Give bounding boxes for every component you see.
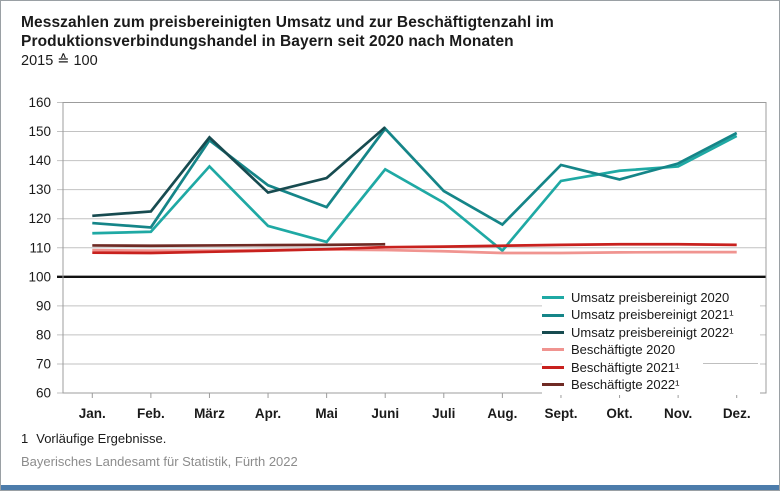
legend-item: Umsatz preisbereinigt 2021¹ (542, 306, 760, 323)
legend-swatch (542, 365, 564, 369)
y-tick-label: 60 (36, 386, 51, 401)
y-tick-label: 130 (28, 182, 51, 197)
legend-label: Beschäftigte 2020 (571, 342, 676, 358)
x-tick-label: Apr. (255, 406, 281, 421)
chart-title-line1: Messzahlen zum preisbereinigten Umsatz u… (21, 14, 554, 31)
x-tick-label: Okt. (606, 406, 632, 421)
chart-title-line2: Produktionsverbindungshandel in Bayern s… (21, 33, 514, 50)
x-tick-label: Dez. (723, 406, 751, 421)
y-tick-label: 110 (29, 240, 51, 255)
legend-swatch (542, 383, 564, 387)
y-tick-label: 120 (28, 211, 51, 226)
brand-bottom-bar (1, 485, 779, 490)
y-tick-label: 150 (28, 124, 51, 139)
legend-item: Beschäftigte 2022¹ (542, 376, 760, 393)
footnote-text: Vorläufige Ergebnisse. (36, 431, 167, 446)
x-axis-ticks (91, 393, 738, 398)
plot-border (62, 102, 767, 394)
y-tick-label: 80 (36, 327, 51, 342)
legend-item: Beschäftigte 2021¹ (542, 359, 760, 376)
series-line (92, 242, 737, 255)
y-tick-label: 100 (28, 269, 51, 284)
y-axis-labels: 60 70 80 90 100 110 120 130 140 150 160 (28, 95, 51, 401)
x-tick-label: Aug. (487, 406, 517, 421)
legend-label: Umsatz preisbereinigt 2021¹ (571, 307, 734, 323)
series-line (92, 242, 386, 248)
y-tick-label: 70 (36, 356, 51, 371)
series-line (92, 126, 738, 229)
y-tick-label: 160 (28, 95, 51, 110)
y-tick-label: 140 (28, 153, 51, 168)
series-lines (92, 126, 738, 255)
x-tick-label: Mai (315, 406, 338, 421)
y-tick-label: 90 (36, 298, 51, 313)
gridline-fragment (703, 363, 758, 364)
x-tick-label: Feb. (137, 406, 165, 421)
x-tick-label: März (194, 406, 225, 421)
title-block: Messzahlen zum preisbereinigten Umsatz u… (21, 13, 554, 71)
legend-label: Beschäftigte 2022¹ (571, 376, 680, 392)
x-tick-label: Sept. (544, 406, 577, 421)
legend-label: Umsatz preisbereinigt 2020 (571, 290, 730, 305)
series-line (92, 126, 387, 218)
x-tick-label: Jan. (79, 406, 106, 421)
chart-unit-note: 2015 ≙ 100 (21, 53, 98, 69)
footnote: 1 Vorläufige Ergebnisse. (21, 431, 166, 446)
legend: Umsatz preisbereinigt 2020 Umsatz preisbe… (542, 288, 760, 396)
legend-label: Umsatz preisbereinigt 2022¹ (571, 324, 734, 340)
source-line: Bayerisches Landesamt für Statistik, Für… (21, 454, 298, 469)
series-line (92, 134, 738, 253)
legend-swatch (542, 313, 564, 317)
footnote-marker: 1 (21, 431, 29, 446)
legend-swatch (542, 296, 564, 300)
x-tick-label: Juli (432, 406, 455, 421)
legend-swatch (542, 348, 564, 352)
legend-item: Umsatz preisbereinigt 2020 (542, 289, 760, 306)
legend-swatch (542, 330, 564, 334)
legend-label: Beschäftigte 2021¹ (571, 359, 680, 375)
x-axis-labels: Jan. Feb. März Apr. Mai Juni Juli Aug. Sept. Okt.… (79, 406, 751, 421)
x-tick-label: Nov. (664, 406, 692, 421)
x-tick-label: Juni (371, 406, 399, 421)
series-line (92, 248, 737, 255)
legend-item: Beschäftigte 2020 (542, 341, 760, 358)
legend-item: Umsatz preisbereinigt 2022¹ (542, 324, 760, 341)
